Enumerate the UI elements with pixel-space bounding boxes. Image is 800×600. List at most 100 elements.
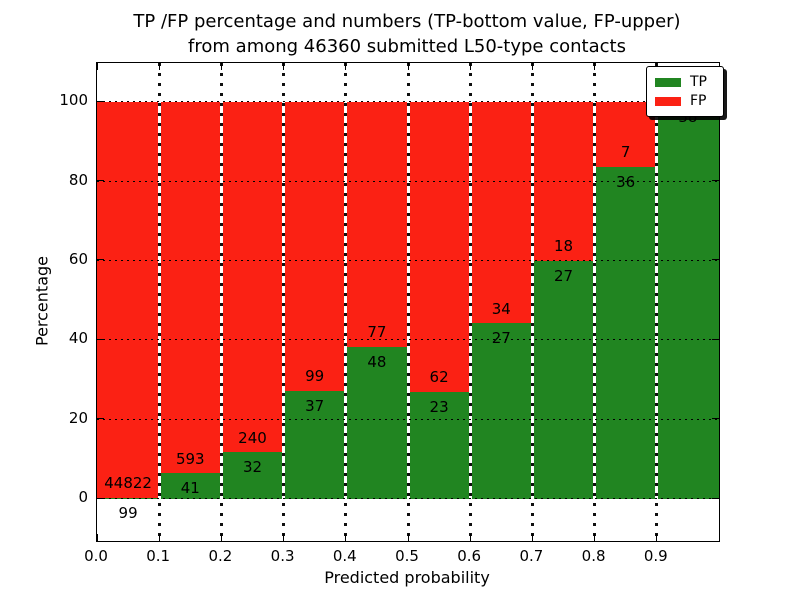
x-axis-tick-top (158, 63, 160, 70)
gridline-horizontal (97, 339, 719, 341)
bar-fp-segment (221, 101, 284, 453)
y-axis-tick (97, 100, 104, 102)
legend-label-fp: FP (690, 93, 707, 109)
bar-fp-segment (345, 101, 408, 347)
x-tick-label: 0.2 (208, 547, 233, 565)
x-axis-tick-top (531, 63, 533, 70)
x-tick-label: 0.5 (395, 547, 419, 565)
plot-area: 44822 99 593 41 240 32 99 37 77 48 62 23 34 27 18 27 7 36… (96, 62, 720, 542)
bar-tp-count-label: 32 (242, 458, 263, 477)
x-tick-label: 0.4 (332, 547, 357, 565)
x-axis-tick-top (407, 63, 409, 70)
bar-fp-count-label: 7 (620, 142, 631, 161)
x-axis-tick (407, 534, 409, 541)
gridline-horizontal (97, 101, 719, 103)
gridline-horizontal (97, 418, 719, 420)
gridline-vertical (468, 63, 472, 541)
gridline-vertical (157, 63, 161, 541)
tp-color-swatch (655, 77, 681, 87)
x-tick-label: 0.9 (643, 547, 668, 565)
bar-fp-count-label: 62 (429, 367, 449, 386)
x-axis-tick-top (97, 63, 98, 70)
bar-fp-segment (408, 101, 471, 392)
gridline-vertical (530, 63, 534, 541)
bar-fp-count-label: 593 (175, 449, 205, 468)
x-tick-label: 0.3 (270, 547, 295, 565)
bar-fp-count-label: 99 (305, 367, 325, 386)
bar-tp-segment (470, 322, 533, 500)
gridline-vertical (406, 63, 410, 541)
y-tick-label: 20 (68, 408, 88, 427)
y-axis-tick (97, 497, 104, 499)
x-axis-tick (220, 534, 222, 541)
y-tick-label: 80 (68, 170, 88, 189)
x-axis-tick-top (220, 63, 222, 70)
x-axis-tick (531, 534, 533, 541)
gridline-vertical (655, 63, 659, 541)
bar-tp-count-label: 48 (367, 352, 387, 371)
bar-tp-segment (594, 165, 657, 500)
x-axis-tick (158, 534, 160, 541)
bar-tp-segment (221, 451, 284, 500)
bar-tp-segment (408, 390, 471, 500)
bar-fp-count-label: 44822 (104, 474, 152, 493)
bar-tp-segment (532, 259, 595, 500)
y-axis-tick-right (712, 338, 719, 340)
bar-tp-count-label: 23 (429, 397, 449, 416)
x-axis-label: Predicted probability (324, 568, 490, 587)
bar-tp-count-label: 99 (118, 504, 138, 523)
x-axis-tick (345, 534, 347, 541)
bar-tp-count-label: 41 (180, 479, 200, 498)
legend-label-tp: TP (690, 74, 707, 90)
x-axis-tick (594, 534, 596, 541)
x-axis-tick (97, 534, 98, 541)
x-tick-label: 0.1 (146, 547, 171, 565)
x-axis-tick-top (594, 63, 596, 70)
y-tick-label: 100 (59, 91, 88, 110)
gridline-horizontal (97, 498, 719, 500)
gridline-vertical (593, 63, 597, 541)
y-axis-tick-right (712, 259, 719, 261)
y-tick-label: 40 (68, 329, 88, 348)
bar-fp-count-label: 18 (553, 237, 574, 256)
x-axis-tick (283, 534, 285, 541)
bar-fp-count-label: 34 (491, 299, 511, 318)
legend-item-tp: TP (655, 73, 723, 91)
x-tick-label: 0.7 (519, 547, 544, 565)
y-axis-tick-right (712, 180, 719, 181)
y-axis-tick (97, 259, 104, 261)
gridline-horizontal (97, 180, 719, 182)
fp-color-swatch (655, 96, 681, 106)
y-axis-tick (97, 180, 104, 181)
bar-fp-segment (470, 101, 533, 324)
y-axis-tick-right (712, 418, 719, 420)
bar-fp-segment (97, 101, 160, 499)
y-axis-tick (97, 338, 104, 340)
x-tick-label: 0.8 (581, 547, 606, 565)
y-tick-label: 60 (68, 249, 88, 268)
x-axis-tick-top (345, 63, 347, 70)
x-axis-tick (469, 534, 471, 541)
bar-fp-segment (283, 101, 346, 392)
x-axis-tick (656, 534, 658, 541)
chart-title-line1: TP /FP percentage and numbers (TP-bottom… (133, 11, 681, 32)
legend: TP FP (646, 66, 724, 117)
x-axis-tick-top (283, 63, 285, 70)
bar-tp-count-label: 36 (616, 172, 636, 191)
gridline-vertical (282, 63, 286, 541)
bar-tp-count-label: 27 (553, 266, 574, 285)
gridline-horizontal (97, 259, 719, 261)
bar-fp-count-label: 240 (238, 428, 267, 447)
bar-tp-segment (283, 390, 346, 500)
legend-item-fp: FP (655, 92, 723, 110)
chart-title-line2: from among 46360 submitted L50-type cont… (188, 36, 626, 57)
y-axis-tick (97, 418, 104, 420)
x-tick-label: 0.0 (84, 547, 108, 565)
y-tick-label: 0 (78, 488, 88, 507)
x-tick-label: 0.6 (457, 547, 482, 565)
gridline-vertical (344, 63, 348, 541)
bar-tp-count-label: 37 (305, 396, 325, 415)
x-axis-tick-top (469, 63, 471, 70)
gridline-vertical (219, 63, 223, 541)
